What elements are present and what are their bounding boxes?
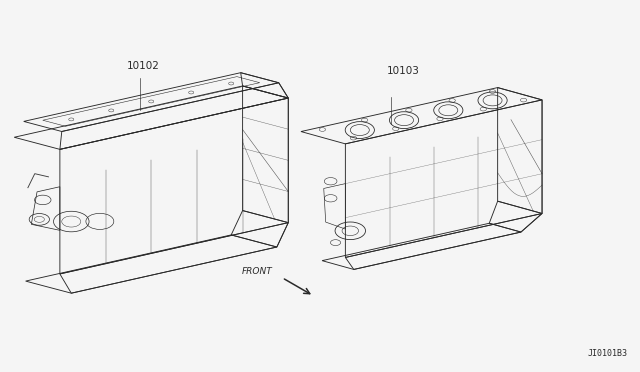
Text: 10103: 10103	[387, 66, 419, 76]
Text: JI0101B3: JI0101B3	[588, 349, 628, 358]
Text: FRONT: FRONT	[242, 267, 273, 276]
Text: 10102: 10102	[127, 61, 159, 71]
